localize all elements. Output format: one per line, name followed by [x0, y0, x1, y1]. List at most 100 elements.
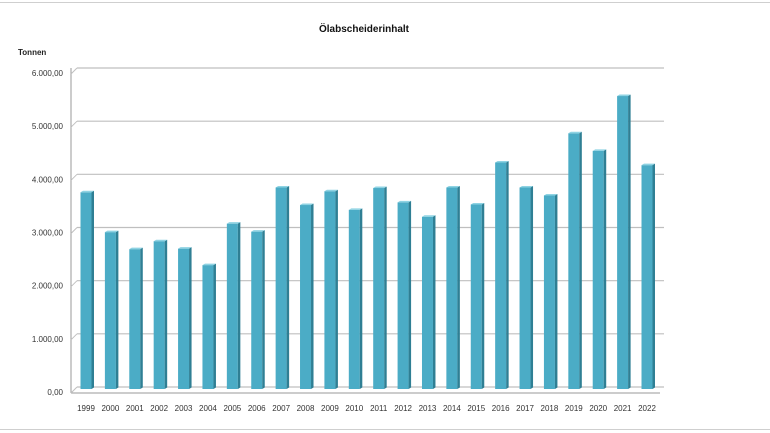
gridline-diagonal	[70, 333, 78, 341]
bar-side	[311, 203, 314, 389]
bar-top	[397, 200, 412, 203]
bar	[129, 249, 141, 389]
x-tick-label: 2004	[199, 404, 217, 413]
bar	[275, 187, 287, 389]
bar-side	[530, 185, 534, 389]
y-tick-label: 2.000,00	[32, 282, 64, 291]
bar	[421, 216, 433, 389]
x-tick-label: 2014	[443, 404, 461, 413]
bar-top	[543, 193, 558, 196]
x-tick-label: 2019	[565, 404, 583, 413]
bar-top	[202, 263, 216, 266]
bar	[568, 133, 580, 389]
x-tick-label: 2003	[175, 404, 193, 413]
x-tick-label: 2009	[321, 404, 339, 413]
bar-side	[652, 163, 655, 389]
bar-top	[470, 203, 485, 205]
bar-side	[115, 230, 119, 389]
gridline-diagonal	[70, 280, 78, 288]
x-tick-label: 2021	[614, 404, 632, 413]
bar-side	[335, 189, 338, 389]
bar-side	[481, 203, 485, 389]
bar-side	[432, 215, 436, 389]
bar-side	[140, 247, 143, 389]
x-tick-label: 2016	[492, 404, 510, 413]
x-tick-label: 2022	[638, 404, 656, 413]
gridline-diagonal	[70, 173, 78, 181]
bar-top	[446, 185, 460, 188]
bar	[178, 248, 190, 389]
bar	[397, 202, 409, 389]
bar-side	[91, 190, 94, 389]
bar-top	[275, 185, 290, 188]
bar-side	[164, 239, 168, 389]
x-tick-label: 2006	[248, 404, 266, 413]
gridline-diagonal	[70, 120, 78, 128]
bar-side	[506, 161, 509, 389]
bar-side	[359, 208, 363, 389]
x-tick-label: 2002	[150, 404, 168, 413]
x-tick-label: 1999	[77, 404, 95, 413]
bar-top	[495, 161, 509, 163]
bar-top	[617, 94, 631, 97]
bar	[495, 162, 507, 389]
bar-top	[129, 247, 143, 250]
bar-top	[226, 222, 241, 224]
bar	[251, 231, 263, 389]
bar-top	[300, 203, 314, 206]
bar-top	[80, 190, 94, 193]
y-tick-label: 1.000,00	[32, 335, 64, 344]
bar	[641, 165, 653, 389]
bar-top	[641, 163, 655, 166]
bar	[80, 192, 92, 389]
bar-side	[408, 200, 412, 389]
bar	[446, 187, 458, 389]
bar-top	[104, 230, 119, 233]
x-tick-label: 2020	[589, 404, 607, 413]
x-tick-label: 2007	[272, 404, 290, 413]
bar	[373, 188, 385, 389]
x-tick-label: 2008	[297, 404, 315, 413]
bar-top	[568, 131, 582, 134]
bar-side	[237, 222, 241, 389]
x-tick-label: 2017	[516, 404, 534, 413]
bar	[617, 96, 629, 389]
bar-top	[373, 186, 387, 189]
bar-side	[457, 185, 460, 389]
x-tick-label: 2001	[126, 404, 144, 413]
x-tick-label: 2018	[541, 404, 559, 413]
gridline-diagonal	[70, 67, 78, 75]
y-tick-label: 3.000,00	[32, 229, 64, 238]
y-tick-label: 4.000,00	[32, 175, 64, 184]
bar-side	[579, 131, 582, 390]
x-tick-label: 2010	[345, 404, 363, 413]
chart-title: Ölabscheiderinhalt	[318, 24, 410, 35]
y-axis-label: Tonnen	[18, 48, 47, 57]
bar	[519, 187, 531, 389]
bar-top	[519, 185, 534, 188]
bar	[324, 191, 336, 389]
bar-side	[286, 185, 290, 389]
x-tick-label: 2013	[419, 404, 437, 413]
bar-side	[628, 94, 631, 389]
x-tick-label: 2000	[101, 404, 119, 413]
bar	[153, 241, 165, 389]
bar-top	[421, 215, 436, 217]
bar-top	[178, 247, 192, 249]
bar-side	[384, 186, 387, 389]
bar	[104, 232, 116, 389]
bar	[348, 209, 360, 389]
bar	[202, 265, 214, 389]
bar	[300, 205, 312, 389]
y-tick-label: 0,00	[47, 388, 63, 397]
bar	[592, 150, 604, 389]
bar-side	[603, 149, 607, 389]
x-tick-label: 2015	[467, 404, 485, 413]
gridline-diagonal	[70, 386, 78, 394]
x-tick-label: 2012	[394, 404, 412, 413]
bar-side	[213, 263, 216, 389]
bar-top	[348, 208, 363, 210]
bar	[470, 204, 482, 389]
y-tick-label: 6.000,00	[32, 69, 64, 78]
